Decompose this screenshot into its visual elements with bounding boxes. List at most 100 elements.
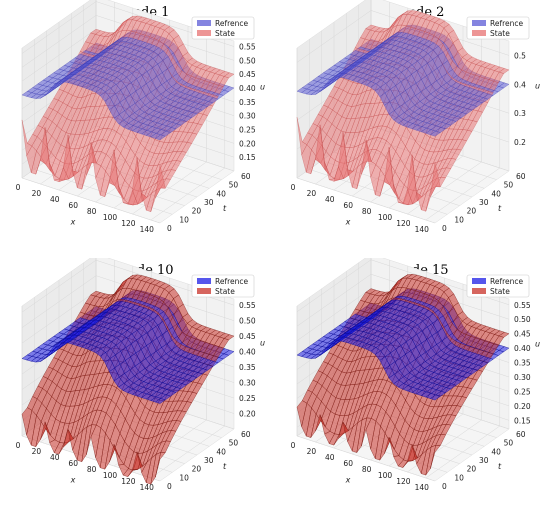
z-tick-label: 0.35 [239,363,256,372]
surfaces [296,274,510,476]
z-tick-label: 0.35 [239,98,256,107]
surfaces [296,10,510,212]
x-tick-label: 60 [68,201,78,210]
z-tick-label: 0.55 [239,301,256,310]
x-tick-label: 60 [343,459,353,468]
z-tick-label: 0.15 [239,153,256,162]
z-axis-label: u [260,82,265,91]
t-tick-label: 50 [229,181,239,190]
x-tick-label: 80 [362,207,372,216]
legend-swatch [472,20,486,26]
legend-swatch [197,20,211,26]
x-tick-label: 0 [291,183,296,192]
legend-swatch [472,30,486,36]
t-tick-label: 40 [491,189,501,198]
state-surface-patch [155,164,166,198]
t-axis-label: t [498,204,502,213]
chart-svg-2: Episode 2020406080100120140x010203040506… [291,0,540,234]
z-tick-label: 0.20 [239,410,256,419]
t-tick-label: 60 [516,172,526,181]
z-tick-label: 0.40 [514,344,531,353]
t-tick-label: 20 [467,465,477,474]
t-tick-label: 0 [167,482,172,491]
x-tick-label: 100 [378,471,393,480]
t-tick-label: 0 [442,224,447,233]
z-tick-label: 0.20 [239,139,256,148]
x-tick-label: 120 [121,219,136,228]
z-tick-label: 0.35 [514,359,531,368]
z-tick-label: 0.40 [239,348,256,357]
x-axis-label: x [345,218,351,227]
t-tick-label: 30 [204,198,214,207]
x-tick-label: 60 [68,459,78,468]
z-tick-label: 0.4 [514,80,526,89]
surfaces [21,274,235,485]
t-axis-label: t [223,204,227,213]
z-tick-label: 0.45 [239,70,256,79]
x-tick-label: 100 [103,471,118,480]
state-surface-patch [155,452,166,478]
x-tick-label: 80 [87,207,97,216]
legend-label: State [215,287,235,296]
x-tick-label: 120 [396,219,411,228]
z-tick-label: 0.5 [514,51,526,60]
t-tick-label: 30 [479,198,489,207]
t-tick-label: 10 [454,215,464,224]
x-tick-label: 40 [325,195,335,204]
x-tick-label: 140 [415,483,430,492]
legend-label: Refrence [490,19,524,28]
t-tick-label: 20 [192,465,202,474]
x-tick-label: 140 [415,225,430,234]
t-tick-label: 30 [204,456,214,465]
t-tick-label: 20 [467,207,477,216]
state-surface-patch [430,445,441,469]
z-tick-label: 0.30 [239,112,256,121]
t-tick-label: 50 [504,439,514,448]
z-tick-label: 0.25 [514,387,531,396]
surfaces [21,15,235,212]
t-tick-label: 40 [216,189,226,198]
z-axis-label: u [535,340,540,349]
t-tick-label: 60 [241,172,251,181]
z-tick-label: 0.25 [239,394,256,403]
x-tick-label: 20 [32,447,42,456]
legend-swatch [472,288,486,294]
legend-label: State [490,287,510,296]
x-tick-label: 20 [307,447,317,456]
x-tick-label: 40 [50,453,60,462]
reference-surface-patch [430,394,441,401]
x-tick-label: 140 [140,483,155,492]
x-tick-label: 60 [343,201,353,210]
t-tick-label: 40 [216,447,226,456]
t-tick-label: 20 [192,207,202,216]
z-tick-label: 0.25 [239,126,256,135]
z-tick-label: 0.50 [239,317,256,326]
z-tick-label: 0.3 [514,109,526,118]
x-tick-label: 40 [325,453,335,462]
chart-panel-2: Episode 2020406080100120140x010203040506… [275,0,550,257]
legend-swatch [197,288,211,294]
reference-surface-patch [430,130,441,137]
chart-svg-4: Episode 15020406080100120140x01020304050… [291,258,540,492]
legend-swatch [197,30,211,36]
x-tick-label: 20 [307,189,317,198]
t-axis-label: t [223,462,227,471]
t-tick-label: 60 [241,430,251,439]
reference-surface-patch [155,398,166,404]
x-tick-label: 80 [362,465,372,474]
x-tick-label: 0 [16,441,21,450]
x-axis-label: x [345,476,351,485]
x-tick-label: 80 [87,465,97,474]
t-axis-label: t [498,462,502,471]
x-axis-label: x [70,476,76,485]
t-tick-label: 10 [454,473,464,482]
z-tick-label: 0.45 [239,332,256,341]
t-tick-label: 60 [516,430,526,439]
x-tick-label: 120 [396,477,411,486]
z-tick-label: 0.55 [239,43,256,52]
legend-swatch [197,278,211,284]
z-axis-label: u [535,82,540,91]
